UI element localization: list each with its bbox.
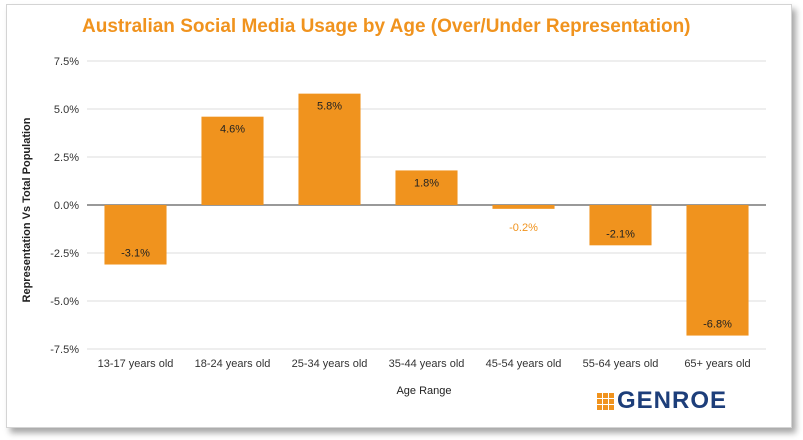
y-tick-label: 7.5% [54,56,79,68]
bar [686,205,749,336]
x-tick-label: 18-24 years old [195,358,271,370]
y-tick-label: -2.5% [50,248,79,260]
data-label: 4.6% [220,124,245,136]
logo-text: GENROE [617,387,728,414]
x-tick-label: 65+ years old [684,358,750,370]
data-label: 5.8% [317,101,342,113]
y-tick-label: -7.5% [50,344,79,356]
bar [395,170,458,205]
genroe-logo: GENROE [597,387,727,415]
x-tick-label: 35-44 years old [389,358,465,370]
y-tick-label: 2.5% [54,152,79,164]
x-tick-label: 13-17 years old [98,358,174,370]
logo-grid-icon [597,392,614,410]
y-tick-label: 5.0% [54,104,79,116]
data-label: -3.1% [121,248,150,260]
data-label: -6.8% [703,319,732,331]
bar [492,205,555,209]
data-label: -0.2% [509,222,538,234]
data-label: 1.8% [414,177,439,189]
y-tick-label: -5.0% [50,296,79,308]
data-label: -2.1% [606,228,635,240]
x-tick-label: 55-64 years old [583,358,659,370]
x-tick-label: 25-34 years old [292,358,368,370]
y-tick-label: 0.0% [54,200,79,212]
x-axis-label: Age Range [396,385,452,397]
bar [298,93,361,205]
bar [589,205,652,246]
chart-title: Australian Social Media Usage by Age (Ov… [82,16,691,37]
bar [201,116,264,205]
x-tick-label: 45-54 years old [486,358,562,370]
bar [104,205,167,265]
y-axis-label: Representation Vs Total Population [21,117,33,303]
